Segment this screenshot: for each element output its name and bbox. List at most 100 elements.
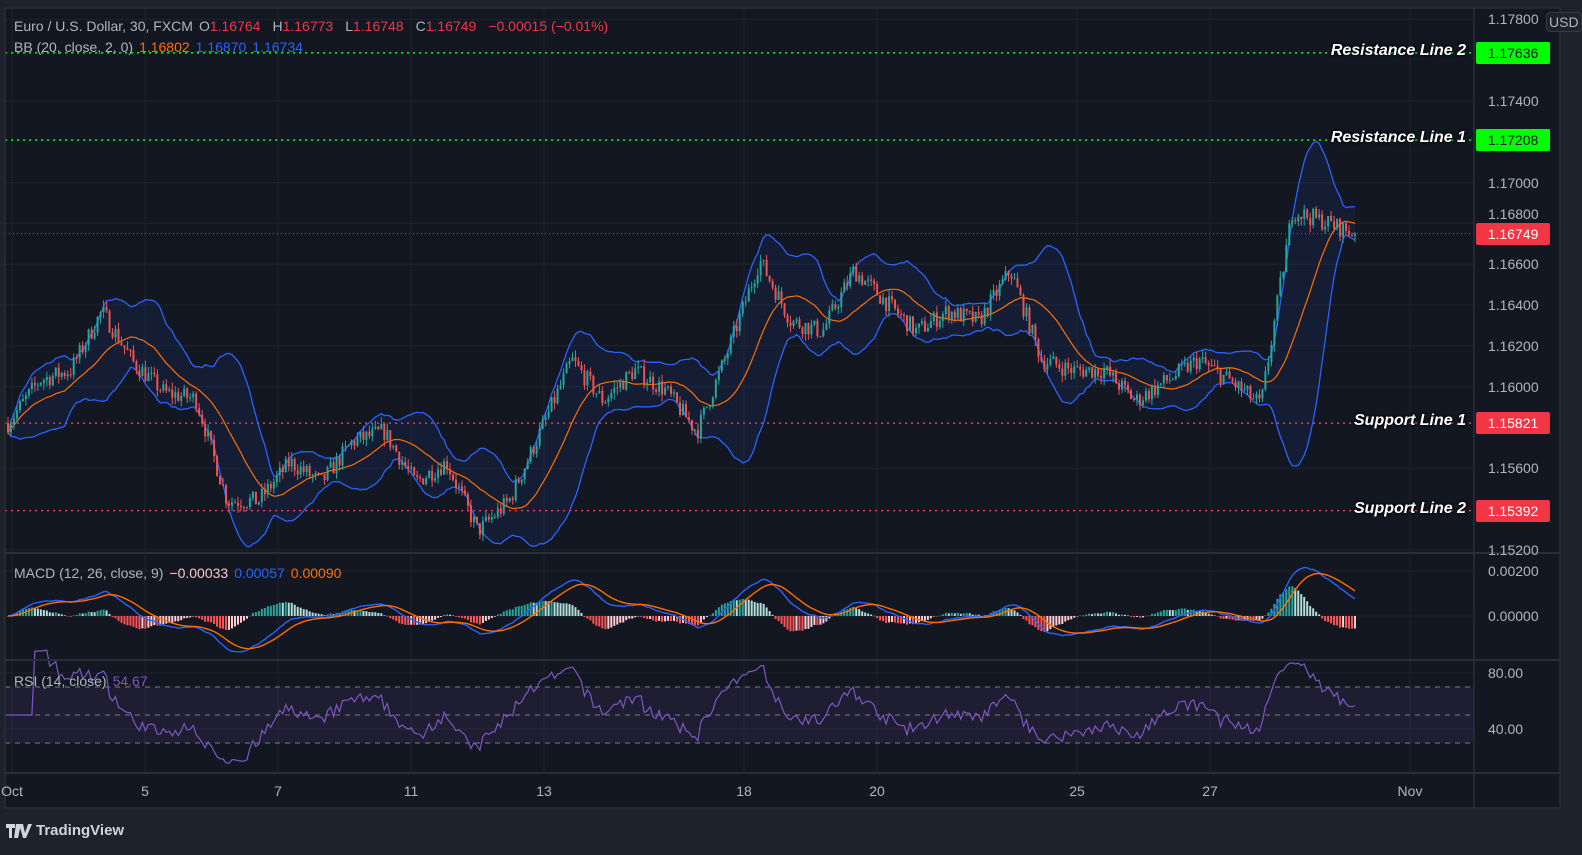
candle-body (897, 308, 900, 315)
candle-body (508, 498, 511, 502)
macd-histogram-bar (123, 616, 126, 625)
candle-body (696, 429, 699, 439)
macd-histogram-bar (517, 606, 520, 616)
macd-histogram-bar (538, 601, 541, 616)
macd-histogram-bar (514, 606, 517, 616)
candle-body (30, 382, 33, 390)
candle-body (1306, 209, 1309, 218)
macd-histogram-bar (1255, 616, 1258, 621)
macd-histogram-bar (1204, 612, 1207, 616)
candle-body (1135, 394, 1138, 400)
macd-histogram-bar (144, 616, 147, 629)
macd-histogram-bar (923, 616, 926, 621)
macd-histogram-bar (708, 615, 711, 616)
macd-histogram-bar (1067, 616, 1070, 621)
level-lines (5, 52, 1474, 512)
candle-body (260, 489, 263, 503)
macd-legend[interactable]: MACD (12, 26, close, 9) −0.00033 0.00057 0.… (14, 565, 347, 581)
last-price-tag: 1.16749 (1476, 222, 1550, 245)
candle-body (1082, 369, 1085, 377)
macd-histogram-bar (275, 603, 278, 616)
macd-histogram-bar (717, 607, 720, 616)
macd-histogram-bar (236, 616, 239, 625)
candle-body (920, 321, 923, 324)
macd-histogram-bar (801, 616, 804, 631)
macd-histogram-bar (1183, 608, 1186, 616)
macd-histogram-bar (1097, 613, 1100, 616)
macd-histogram-bar (138, 616, 141, 630)
macd-histogram-bar (353, 610, 356, 616)
macd-histogram-bar (998, 609, 1001, 616)
macd-histogram-bar (231, 616, 234, 629)
macd-histogram-bar (1177, 608, 1180, 616)
candle-body (544, 417, 547, 420)
macd-histogram-bar (320, 614, 323, 616)
candle-body (48, 376, 51, 386)
candle-body (631, 372, 634, 380)
level-label[interactable]: Resistance Line 1 (1330, 129, 1466, 147)
macd-histogram-bar (526, 603, 529, 616)
candle-body (1004, 271, 1007, 280)
macd-histogram-bar (523, 604, 526, 616)
macd-histogram-bar (437, 616, 440, 618)
candle-body (213, 439, 216, 457)
bb-legend[interactable]: BB (20, close, 2, 0) 1.16802 1.16870 1.1673… (14, 39, 309, 55)
macd-histogram-bar (1150, 613, 1153, 616)
macd-histogram-bar (900, 616, 903, 624)
macd-histogram-bar (1025, 616, 1028, 621)
level-label[interactable]: Resistance Line 2 (1330, 41, 1466, 59)
tradingview-logo[interactable]: TradingView (6, 822, 124, 839)
macd-histogram-bar (714, 610, 717, 616)
macd-histogram-bar (389, 616, 392, 619)
macd-histogram-bar (440, 616, 443, 618)
macd-histogram-bar (466, 616, 469, 620)
candle-body (1354, 233, 1356, 236)
macd-histogram-bar (490, 616, 493, 619)
macd-histogram-bar (239, 616, 242, 623)
candle-body (1297, 216, 1300, 222)
macd-histogram-bar (804, 616, 807, 630)
rsi-pane (5, 649, 1474, 764)
macd-histogram-bar (1156, 612, 1159, 616)
close-value: 1.16749 (425, 18, 477, 34)
macd-histogram-bar (380, 613, 383, 616)
candle-body (667, 386, 670, 389)
candle-body (646, 382, 649, 386)
macd-histogram-bar (1288, 586, 1291, 616)
macd-histogram-bar (1144, 615, 1147, 617)
candle-body (66, 374, 69, 377)
macd-histogram-bar (646, 616, 649, 620)
level-label[interactable]: Support Line 2 (1354, 499, 1466, 517)
candle-body (1342, 223, 1345, 237)
price-axis-tick: 1.17400 (1488, 93, 1539, 109)
candle-body (807, 323, 810, 335)
macd-histogram-bar (341, 611, 344, 616)
level-label[interactable]: Support Line 1 (1354, 412, 1466, 430)
macd-histogram-bar (729, 601, 732, 616)
candle-body (1171, 378, 1174, 380)
candle-body (463, 490, 466, 495)
macd-histogram-bar (204, 616, 207, 622)
macd-histogram-bar (1028, 616, 1031, 625)
candle-body (1132, 399, 1135, 401)
macd-histogram-bar (822, 616, 825, 624)
candle-body (1097, 369, 1100, 376)
macd-histogram-bar (679, 616, 682, 624)
macd-histogram-bar (90, 612, 93, 616)
macd-histogram-bar (855, 608, 858, 616)
macd-histogram-bar (1267, 612, 1270, 616)
rsi-legend[interactable]: RSI (14, close) 54.67 (14, 673, 154, 689)
candle-body (93, 332, 96, 339)
macd-histogram-bar (971, 614, 974, 616)
candle-body (1079, 366, 1082, 370)
macd-histogram-bar (126, 616, 129, 626)
macd-histogram-bar (302, 609, 305, 616)
candle-body (837, 307, 840, 309)
candle-body (296, 470, 299, 475)
currency-button[interactable]: USD (1546, 12, 1582, 32)
macd-histogram-bar (604, 616, 607, 630)
macd-histogram-bar (54, 612, 57, 616)
macd-histogram-bar (48, 612, 51, 616)
candle-body (165, 384, 168, 391)
